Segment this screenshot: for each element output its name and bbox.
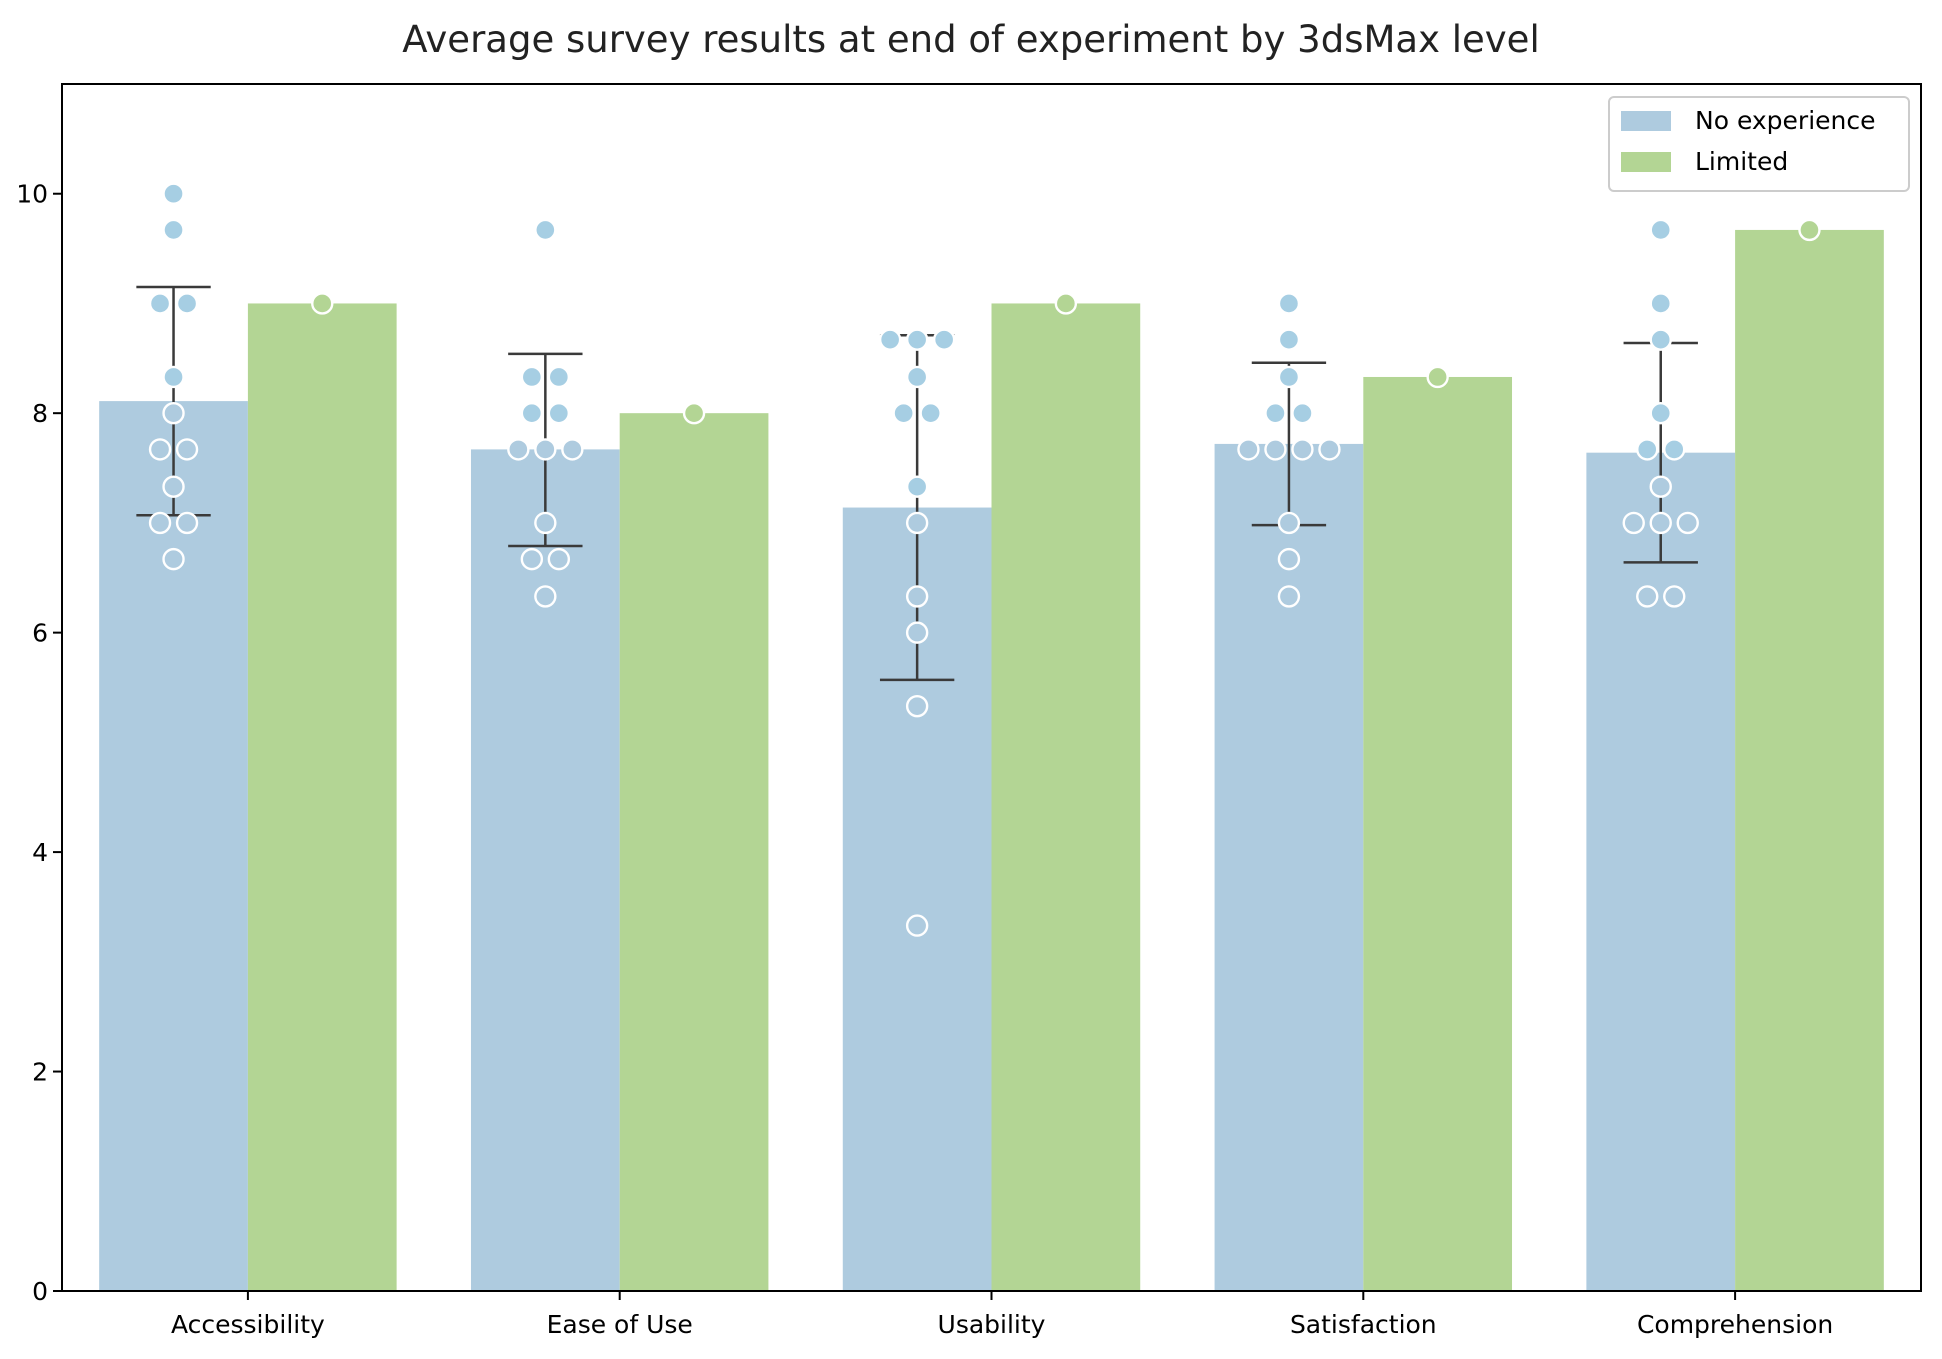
x-tick-label-1: Ease of Use <box>547 1310 693 1339</box>
point-0-2-6.00-0 <box>905 621 929 644</box>
legend: No experience Limited <box>1608 96 1910 192</box>
legend-swatch-1 <box>1621 152 1671 172</box>
point-0-1-6.67-1 <box>547 547 571 571</box>
bar-0-3 <box>1214 443 1364 1291</box>
point-0-2-8.00-1 <box>919 401 942 425</box>
bar-0-1 <box>470 449 620 1291</box>
point-0-1-8.00-0 <box>520 401 544 425</box>
y-tick-label-4: 8 <box>32 399 48 428</box>
point-0-4-9.67-0 <box>1649 218 1672 242</box>
point-1-1-8.00-0 <box>682 401 706 425</box>
point-1-2-9.00-0 <box>1054 292 1078 315</box>
x-tick-label-0: Accessibility <box>171 1310 325 1339</box>
point-0-3-7.67-2 <box>1291 438 1314 461</box>
point-0-1-8.33-0 <box>520 365 544 389</box>
point-0-4-7.67-0 <box>1636 438 1659 461</box>
point-0-3-7.67-0 <box>1237 438 1260 461</box>
y-tick-label-2: 4 <box>32 838 48 867</box>
point-0-4-7.67-1 <box>1663 438 1686 461</box>
point-0-2-7.00-0 <box>905 511 929 535</box>
y-tick-label-1: 2 <box>32 1058 48 1087</box>
point-0-0-7.67-1 <box>175 438 199 461</box>
point-0-2-6.33-0 <box>905 585 929 608</box>
bar-1-1 <box>619 413 769 1291</box>
points-layer <box>148 182 1821 937</box>
point-0-1-9.67-0 <box>534 218 557 242</box>
bar-0-0 <box>99 401 248 1291</box>
point-0-2-8.67-0 <box>878 328 902 351</box>
point-0-4-8.00-0 <box>1649 401 1672 425</box>
point-0-4-7.00-2 <box>1676 511 1699 535</box>
point-0-2-8.00-0 <box>892 401 915 425</box>
point-0-1-7.67-2 <box>561 438 584 461</box>
point-0-1-7.67-1 <box>534 438 557 461</box>
legend-swatch-0 <box>1621 111 1671 131</box>
point-1-0-9.00-0 <box>311 292 334 315</box>
y-tick-label-5: 10 <box>16 180 48 209</box>
point-0-1-6.33-0 <box>534 585 557 608</box>
bar-1-4 <box>1735 229 1884 1292</box>
point-0-0-8.00-0 <box>162 401 185 425</box>
point-0-4-6.33-0 <box>1636 585 1659 608</box>
point-0-0-7.33-0 <box>162 475 185 498</box>
point-0-0-7.67-0 <box>148 438 172 461</box>
point-0-3-7.67-3 <box>1318 438 1341 461</box>
bars-layer <box>99 229 1884 1292</box>
axes-layer: 0 2 4 6 8 10 Accessibility Ease of Use Usability… <box>16 83 1922 1339</box>
point-0-4-8.67-0 <box>1649 328 1672 351</box>
point-0-3-8.67-0 <box>1277 328 1301 351</box>
point-0-4-7.00-0 <box>1622 511 1645 535</box>
point-0-2-3.33-0 <box>905 914 929 937</box>
y-tick-label-0: 0 <box>32 1277 48 1306</box>
point-0-3-8.33-0 <box>1277 365 1301 389</box>
legend-label-1: Limited <box>1695 147 1788 176</box>
point-0-0-8.33-0 <box>162 365 185 389</box>
point-0-0-7.00-1 <box>175 511 199 535</box>
point-0-4-6.33-1 <box>1663 585 1686 608</box>
point-0-3-8.00-1 <box>1291 401 1314 425</box>
point-1-3-8.33-0 <box>1426 365 1449 389</box>
legend-label-0: No experience <box>1695 106 1876 135</box>
x-tick-label-2: Usability <box>938 1310 1046 1339</box>
point-0-0-9.00-1 <box>175 292 199 315</box>
point-0-0-6.67-0 <box>162 547 185 571</box>
point-0-3-9.00-0 <box>1277 292 1301 315</box>
point-0-1-7.67-0 <box>507 438 530 461</box>
point-0-0-9.00-0 <box>148 292 172 315</box>
point-0-4-9.00-0 <box>1649 292 1672 315</box>
chart-title: Average survey results at end of experim… <box>402 18 1539 61</box>
point-0-3-6.33-0 <box>1277 585 1301 608</box>
point-0-2-7.33-0 <box>905 475 929 498</box>
point-0-2-8.67-1 <box>905 328 929 351</box>
point-0-2-8.67-2 <box>932 328 956 351</box>
point-0-0-7.00-0 <box>148 511 172 535</box>
point-0-2-5.33-0 <box>905 694 929 718</box>
point-0-0-9.67-0 <box>162 218 185 242</box>
bar-1-2 <box>991 303 1141 1291</box>
point-1-4-9.67-0 <box>1798 218 1821 242</box>
point-0-1-8.33-1 <box>547 365 571 389</box>
point-0-4-7.33-0 <box>1649 475 1672 498</box>
point-0-3-7.67-1 <box>1264 438 1287 461</box>
bar-1-0 <box>247 303 397 1291</box>
point-0-3-8.00-0 <box>1264 401 1287 425</box>
point-0-1-6.67-0 <box>520 547 544 571</box>
legend-box <box>1608 96 1910 192</box>
bar-1-3 <box>1363 376 1513 1292</box>
y-tick-label-3: 6 <box>32 619 48 648</box>
point-0-1-8.00-1 <box>547 401 571 425</box>
point-0-4-7.00-1 <box>1649 511 1672 535</box>
point-0-3-7.00-0 <box>1277 511 1301 535</box>
point-0-1-7.00-0 <box>534 511 557 535</box>
point-0-0-10.00-0 <box>162 182 185 205</box>
bar-0-4 <box>1586 452 1736 1292</box>
point-0-3-6.67-0 <box>1277 547 1301 571</box>
x-tick-label-4: Comprehension <box>1637 1310 1833 1339</box>
point-0-2-8.33-0 <box>905 365 929 389</box>
x-tick-label-3: Satisfaction <box>1290 1310 1437 1339</box>
